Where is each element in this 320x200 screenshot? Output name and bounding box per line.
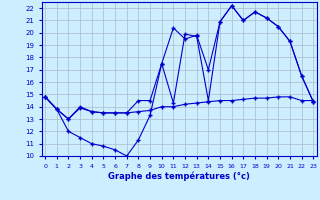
X-axis label: Graphe des températures (°c): Graphe des températures (°c): [108, 171, 250, 181]
